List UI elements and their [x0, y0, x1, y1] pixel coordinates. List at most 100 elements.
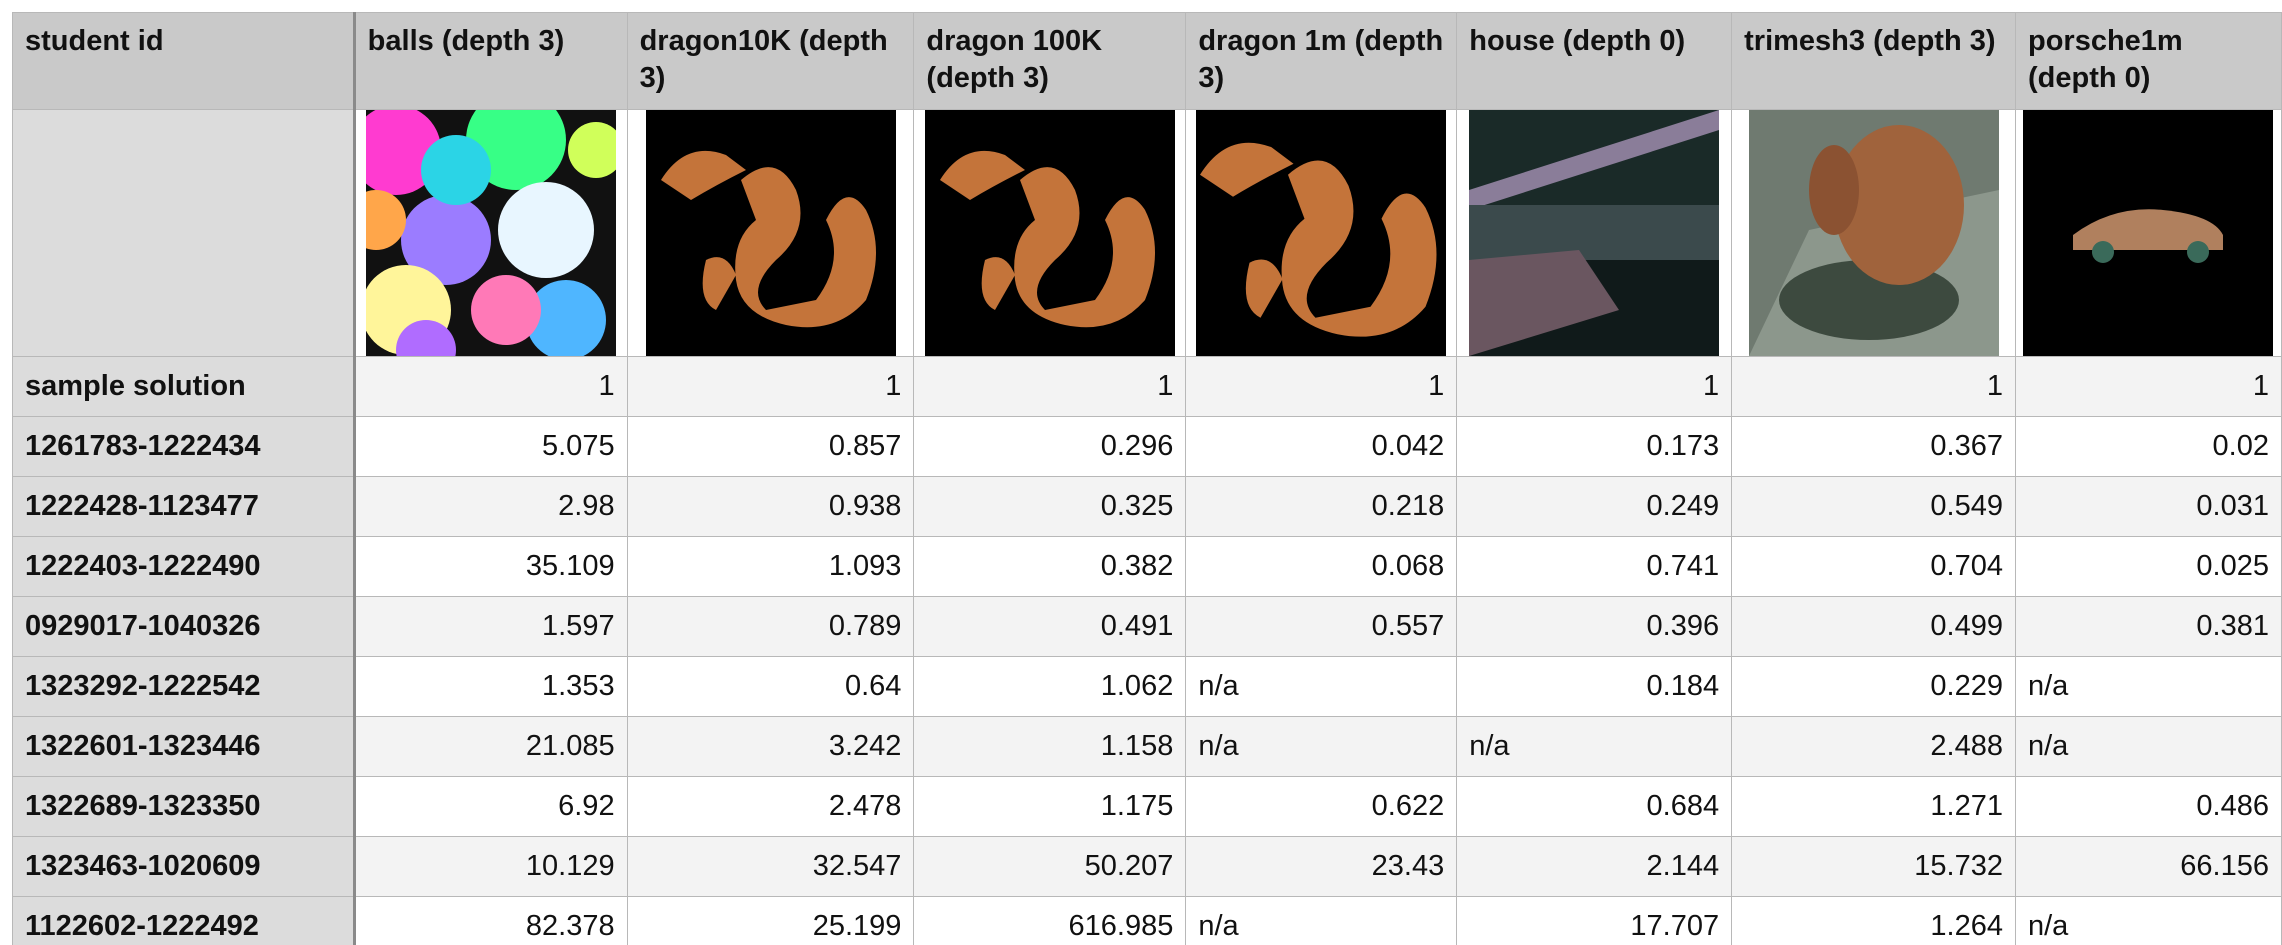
value-cell: 0.381 [2014, 596, 2282, 657]
value-cell: 1.271 [1731, 776, 2016, 837]
column-header: balls (depth 3) [353, 12, 628, 110]
thumbnail-cell [1731, 109, 2016, 357]
render-thumbnail [1469, 110, 1720, 356]
value-cell: 0.031 [2014, 476, 2282, 537]
value-cell: 1 [1185, 356, 1458, 417]
value-cell: n/a [2014, 716, 2282, 777]
render-thumbnail [1748, 110, 1999, 356]
value-cell: 1 [913, 356, 1187, 417]
data-row: 1222403-1222490 35.109 1.093 0.382 0.068 0.74… [12, 536, 2282, 597]
value-cell: 17.707 [1456, 896, 1733, 945]
value-cell: 2.144 [1456, 836, 1733, 897]
value-cell: 1.062 [913, 656, 1187, 717]
value-cell: 1 [1731, 356, 2016, 417]
value-cell: 616.985 [913, 896, 1187, 945]
student-id: 1322601-1323446 [12, 716, 356, 777]
value-cell: 0.938 [626, 476, 915, 537]
header-row: student id balls (depth 3) dragon10K (dept… [12, 12, 2282, 110]
value-cell: n/a [1185, 716, 1458, 777]
value-cell: 21.085 [353, 716, 628, 777]
value-cell: 0.296 [913, 416, 1187, 477]
column-header: dragon10K (depth 3) [626, 12, 915, 110]
value-cell: 1.093 [626, 536, 915, 597]
student-id: 1261783-1222434 [12, 416, 356, 477]
value-cell: 2.478 [626, 776, 915, 837]
value-cell: 0.684 [1456, 776, 1733, 837]
render-thumbnail [924, 110, 1175, 356]
thumbnail-cell [1456, 109, 1733, 357]
value-cell: 0.499 [1731, 596, 2016, 657]
value-cell: 66.156 [2014, 836, 2282, 897]
column-header: house (depth 0) [1456, 12, 1733, 110]
student-id: 1323463-1020609 [12, 836, 356, 897]
value-cell: 35.109 [353, 536, 628, 597]
student-id: 1323292-1222542 [12, 656, 356, 717]
value-cell: 0.02 [2014, 416, 2282, 477]
render-thumbnail [1196, 110, 1447, 356]
thumbnail-cell [1185, 109, 1458, 357]
value-cell: 0.249 [1456, 476, 1733, 537]
student-id: 1222403-1222490 [12, 536, 356, 597]
data-row: sample solution 1 1 1 1 1 1 1 [12, 356, 2282, 417]
value-cell: 0.789 [626, 596, 915, 657]
data-row: 1322689-1323350 6.92 2.478 1.175 0.622 0.684 1… [12, 776, 2282, 837]
column-header: trimesh3 (depth 3) [1731, 12, 2016, 110]
results-table: student id balls (depth 3) dragon10K (dept… [12, 12, 2282, 945]
student-id: 1122602-1222492 [12, 896, 356, 945]
thumbnail-row [12, 109, 2282, 357]
value-cell: 0.64 [626, 656, 915, 717]
render-thumbnail [645, 110, 896, 356]
value-cell: n/a [2014, 656, 2282, 717]
data-row: 1322601-1323446 21.085 3.242 1.158 n/a n/a 2.4… [12, 716, 2282, 777]
value-cell: 0.557 [1185, 596, 1458, 657]
value-cell: 0.068 [1185, 536, 1458, 597]
value-cell: 23.43 [1185, 836, 1458, 897]
column-header: dragon 100K (depth 3) [913, 12, 1187, 110]
value-cell: 0.486 [2014, 776, 2282, 837]
value-cell: 0.042 [1185, 416, 1458, 477]
thumbnail-cell [2014, 109, 2282, 357]
column-header: porsche1m (depth 0) [2014, 12, 2282, 110]
student-id: 1322689-1323350 [12, 776, 356, 837]
value-cell: 2.98 [353, 476, 628, 537]
column-header: student id [12, 12, 356, 110]
value-cell: 0.396 [1456, 596, 1733, 657]
value-cell: 1 [2014, 356, 2282, 417]
value-cell: 0.173 [1456, 416, 1733, 477]
value-cell: n/a [1185, 656, 1458, 717]
value-cell: n/a [1456, 716, 1733, 777]
column-header: dragon 1m (depth 3) [1185, 12, 1458, 110]
value-cell: 2.488 [1731, 716, 2016, 777]
data-row: 1323292-1222542 1.353 0.64 1.062 n/a 0.184 0.2… [12, 656, 2282, 717]
student-id: sample solution [12, 356, 356, 417]
student-id: 0929017-1040326 [12, 596, 356, 657]
value-cell: 15.732 [1731, 836, 2016, 897]
value-cell: 1.158 [913, 716, 1187, 777]
value-cell: 6.92 [353, 776, 628, 837]
value-cell: 1.264 [1731, 896, 2016, 945]
value-cell: 1 [626, 356, 915, 417]
render-thumbnail [2023, 110, 2274, 356]
data-row: 1323463-1020609 10.129 32.547 50.207 23.43 2.… [12, 836, 2282, 897]
value-cell: 0.741 [1456, 536, 1733, 597]
value-cell: 5.075 [353, 416, 628, 477]
value-cell: 0.704 [1731, 536, 2016, 597]
data-row: 1222428-1123477 2.98 0.938 0.325 0.218 0.249 0… [12, 476, 2282, 537]
render-thumbnail [366, 110, 617, 356]
value-cell: 0.184 [1456, 656, 1733, 717]
thumbnail-cell [12, 109, 356, 357]
value-cell: 3.242 [626, 716, 915, 777]
data-row: 1261783-1222434 5.075 0.857 0.296 0.042 0.173… [12, 416, 2282, 477]
value-cell: 82.378 [353, 896, 628, 945]
value-cell: 0.218 [1185, 476, 1458, 537]
thumbnail-cell [353, 109, 628, 357]
data-row: 0929017-1040326 1.597 0.789 0.491 0.557 0.396… [12, 596, 2282, 657]
value-cell: 0.367 [1731, 416, 2016, 477]
value-cell: 1 [1456, 356, 1733, 417]
value-cell: 0.622 [1185, 776, 1458, 837]
data-row: 1122602-1222492 82.378 25.199 616.985 n/a 17.… [12, 896, 2282, 945]
value-cell: 0.229 [1731, 656, 2016, 717]
value-cell: 25.199 [626, 896, 915, 945]
value-cell: 1 [353, 356, 628, 417]
value-cell: 50.207 [913, 836, 1187, 897]
